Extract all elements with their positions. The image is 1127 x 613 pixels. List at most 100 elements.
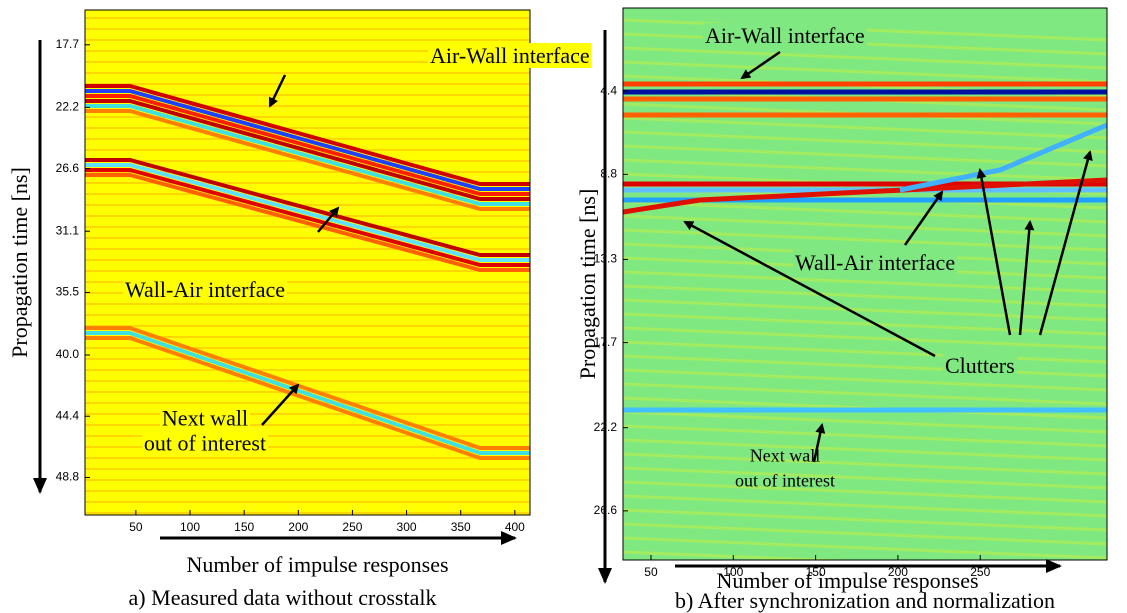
annotation-arrow	[261, 383, 300, 426]
annotation-background	[793, 250, 958, 276]
annotation: Air-Wall interface	[430, 43, 590, 68]
stripe	[623, 410, 1107, 434]
y-axis-label: Propagation time [ns]	[7, 167, 32, 358]
stripe	[623, 270, 1107, 294]
caption: b) After synchronization and normalizati…	[675, 588, 1055, 613]
annotation: Wall-Air interface	[125, 277, 285, 302]
x-tick-label: 50	[644, 565, 658, 579]
stripe	[623, 480, 1107, 504]
annotation-background	[703, 23, 867, 49]
x-tick-label: 200	[888, 565, 908, 579]
annotation-arrow	[812, 423, 826, 463]
annotation: Clutters	[945, 353, 1015, 378]
x-tick-label: 150	[806, 565, 826, 579]
y-tick-label: 35.5	[56, 285, 80, 299]
stripe	[623, 60, 1107, 84]
x-tick-label: 400	[505, 520, 525, 534]
interface	[85, 158, 530, 257]
interface	[899, 122, 1107, 193]
annotation-background	[943, 353, 1017, 379]
interface	[85, 94, 530, 196]
x-tick-label: 150	[234, 520, 254, 534]
interface	[85, 173, 530, 272]
annotation-background	[428, 43, 592, 69]
x-tick-label: 250	[342, 520, 362, 534]
interface	[85, 326, 530, 450]
stripe	[623, 116, 1107, 140]
y-tick-label: 8.8	[600, 167, 617, 181]
annotation-arrow	[317, 206, 340, 233]
x-tick-label: 250	[970, 565, 990, 579]
stripe	[623, 494, 1107, 518]
annotation-arrow	[1038, 150, 1093, 336]
stripe	[623, 144, 1107, 168]
interface	[85, 99, 530, 201]
stripe	[623, 284, 1107, 308]
annotation-arrow	[268, 74, 287, 108]
plot-frame	[84, 9, 531, 516]
y-tick-label: 26.6	[56, 161, 80, 175]
y-tick-label: 44.4	[56, 408, 80, 422]
stripe	[623, 158, 1107, 182]
stripe	[623, 368, 1107, 392]
interface	[85, 331, 530, 455]
annotation: Next wall	[750, 446, 820, 466]
interface	[85, 104, 530, 206]
x-tick-label: 200	[288, 520, 308, 534]
annotation-background	[122, 277, 288, 303]
stripe	[623, 438, 1107, 462]
stripe	[623, 46, 1107, 70]
y-tick-label: 40.0	[56, 347, 80, 361]
y-tick-label: 48.8	[56, 470, 80, 484]
caption: a) Measured data without crosstalk	[129, 585, 437, 610]
plot-frame	[622, 7, 1108, 561]
y-tick-label: 22.2	[56, 100, 80, 114]
y-tick-label: 17.7	[56, 37, 80, 51]
y-tick-label: 31.1	[56, 223, 80, 237]
stripe	[623, 536, 1107, 560]
stripe	[623, 298, 1107, 322]
annotation: out of interest	[144, 431, 266, 456]
y-tick-label: 4.4	[600, 83, 617, 97]
heatmap	[623, 8, 1107, 560]
interface	[85, 163, 530, 262]
interface	[85, 168, 530, 267]
stripe	[623, 522, 1107, 546]
stripe	[623, 424, 1107, 448]
interface	[623, 177, 1107, 215]
x-tick-label: 50	[129, 520, 143, 534]
x-tick-label: 350	[451, 520, 471, 534]
stripe	[623, 200, 1107, 224]
stripe	[623, 214, 1107, 238]
stripe	[623, 354, 1107, 378]
annotation-arrow	[683, 220, 936, 358]
annotation-arrow	[903, 190, 944, 246]
annotation: Air-Wall interface	[705, 23, 865, 48]
annotation-arrow	[740, 50, 781, 80]
stripe	[623, 466, 1107, 490]
interface	[85, 89, 530, 191]
annotation-arrow	[1018, 220, 1035, 336]
annotation: Next wall	[162, 406, 248, 431]
x-tick-label: 300	[397, 520, 417, 534]
x-tick-label: 100	[180, 520, 200, 534]
x-axis-label: Number of impulse responses	[716, 568, 978, 593]
stripe	[623, 326, 1107, 350]
x-axis-label: Number of impulse responses	[186, 552, 448, 577]
stripe	[623, 130, 1107, 154]
y-axis-label: Propagation time [ns]	[575, 189, 600, 380]
stripe	[623, 452, 1107, 476]
interface	[85, 109, 530, 211]
annotation: out of interest	[735, 471, 835, 491]
interface	[85, 84, 530, 186]
stripe	[623, 382, 1107, 406]
stripe	[623, 312, 1107, 336]
x-tick-label: 100	[723, 565, 743, 579]
stripe	[623, 340, 1107, 364]
annotation-background	[159, 405, 251, 431]
annotation: Wall-Air interface	[795, 250, 955, 275]
stripe	[623, 508, 1107, 532]
interface	[85, 336, 530, 460]
stripe	[623, 550, 853, 560]
